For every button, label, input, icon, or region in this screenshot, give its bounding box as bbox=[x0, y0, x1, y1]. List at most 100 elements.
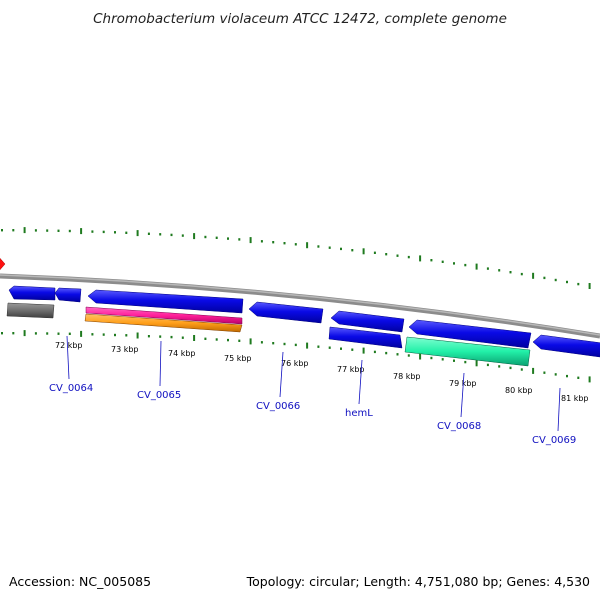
minor-tick bbox=[215, 338, 218, 341]
gene-label[interactable]: CV_0069 bbox=[532, 435, 576, 446]
minor-tick bbox=[102, 333, 105, 336]
minor-tick bbox=[114, 333, 116, 337]
minor-tick bbox=[407, 354, 410, 357]
minor-tick bbox=[91, 333, 94, 336]
cds-arrow-3 bbox=[87, 289, 244, 314]
minor-tick bbox=[181, 234, 184, 237]
cds-arrow-8 bbox=[328, 326, 403, 349]
major-tick bbox=[362, 248, 365, 255]
minor-tick bbox=[260, 240, 263, 243]
scale-label: 76 kbp bbox=[281, 359, 309, 368]
minor-tick bbox=[125, 334, 128, 337]
major-tick bbox=[136, 230, 139, 237]
major-tick bbox=[23, 227, 26, 234]
inner-tick-track bbox=[1, 330, 591, 383]
scale-label: 79 kbp bbox=[449, 379, 477, 388]
minor-tick bbox=[102, 230, 105, 234]
minor-tick bbox=[554, 373, 557, 376]
minor-tick bbox=[227, 237, 229, 240]
minor-tick bbox=[407, 255, 410, 259]
minor-tick bbox=[577, 282, 580, 286]
outer-tick-track bbox=[1, 227, 591, 289]
minor-tick bbox=[215, 236, 218, 239]
gene-label[interactable]: CV_0068 bbox=[437, 421, 481, 432]
minor-tick bbox=[204, 235, 207, 239]
minor-tick bbox=[566, 280, 568, 284]
major-tick bbox=[532, 367, 535, 374]
major-tick bbox=[306, 342, 309, 349]
scale-label: 81 kbp bbox=[561, 394, 589, 403]
major-tick bbox=[419, 255, 422, 262]
genome-backbone bbox=[0, 273, 600, 339]
minor-tick bbox=[227, 338, 229, 342]
minor-tick bbox=[385, 253, 388, 256]
minor-tick bbox=[57, 229, 60, 232]
minor-tick bbox=[317, 245, 320, 248]
major-tick bbox=[193, 233, 196, 240]
scale-label: 72 kbp bbox=[55, 341, 83, 350]
minor-tick bbox=[283, 242, 286, 245]
major-tick bbox=[249, 338, 252, 345]
minor-tick bbox=[430, 259, 433, 262]
minor-tick bbox=[498, 365, 501, 368]
cds-arrow-7 bbox=[532, 334, 600, 358]
major-tick bbox=[80, 228, 83, 235]
minor-tick bbox=[543, 371, 546, 374]
minor-tick bbox=[441, 260, 444, 263]
major-tick bbox=[588, 376, 591, 383]
gene-label[interactable]: CV_0064 bbox=[49, 383, 93, 394]
minor-tick bbox=[351, 348, 354, 351]
gene-label[interactable]: hemL bbox=[345, 408, 373, 419]
minor-tick bbox=[486, 267, 489, 270]
gene-label[interactable]: CV_0065 bbox=[137, 390, 181, 401]
scale-label-group: 72 kbp 73 kbp 74 kbp 75 kbp 76 kbp 77 kb… bbox=[55, 341, 589, 403]
scale-label: 77 kbp bbox=[337, 365, 365, 374]
major-tick bbox=[306, 242, 309, 249]
callout-line bbox=[358, 359, 363, 405]
minor-tick bbox=[520, 368, 523, 371]
cds-arrow-1 bbox=[8, 285, 56, 301]
minor-tick bbox=[114, 231, 116, 234]
callout-line bbox=[279, 351, 284, 398]
minor-tick bbox=[554, 278, 557, 282]
major-tick bbox=[362, 347, 365, 354]
major-tick bbox=[80, 330, 83, 337]
pink-feature bbox=[85, 306, 243, 325]
cds-arrow-5 bbox=[330, 310, 405, 333]
minor-tick bbox=[328, 346, 331, 349]
minor-tick bbox=[147, 232, 150, 235]
minor-tick bbox=[520, 272, 523, 276]
minor-tick bbox=[373, 251, 376, 254]
accession-text: Accession: NC_005085 bbox=[9, 574, 151, 589]
minor-tick bbox=[283, 342, 286, 346]
gene-label[interactable]: CV_0066 bbox=[256, 401, 300, 412]
minor-tick bbox=[147, 335, 150, 338]
minor-tick bbox=[486, 363, 489, 367]
minor-tick bbox=[317, 345, 320, 348]
minor-tick bbox=[453, 359, 455, 362]
minor-tick bbox=[1, 229, 3, 232]
minor-tick bbox=[159, 233, 162, 236]
callout-line bbox=[159, 340, 162, 387]
minor-tick bbox=[91, 230, 94, 233]
scale-label: 78 kbp bbox=[393, 372, 421, 381]
genome-backbone-highlight bbox=[0, 274, 600, 336]
cds-arrow-4 bbox=[248, 301, 324, 324]
minor-tick bbox=[260, 341, 263, 344]
major-tick bbox=[475, 263, 478, 270]
major-tick bbox=[249, 237, 252, 244]
major-tick bbox=[193, 335, 196, 341]
cds-arrow-2 bbox=[54, 287, 82, 303]
minor-tick bbox=[1, 332, 3, 335]
genome-summary-text: Topology: circular; Length: 4,751,080 bp… bbox=[246, 574, 590, 589]
minor-tick bbox=[68, 332, 71, 335]
major-tick bbox=[419, 353, 422, 360]
minor-tick bbox=[340, 347, 342, 350]
feature-track bbox=[6, 285, 600, 367]
minor-tick bbox=[441, 358, 444, 361]
minor-tick bbox=[238, 238, 241, 241]
callout-line bbox=[66, 335, 70, 380]
minor-tick bbox=[543, 276, 546, 280]
minor-tick bbox=[12, 229, 15, 232]
